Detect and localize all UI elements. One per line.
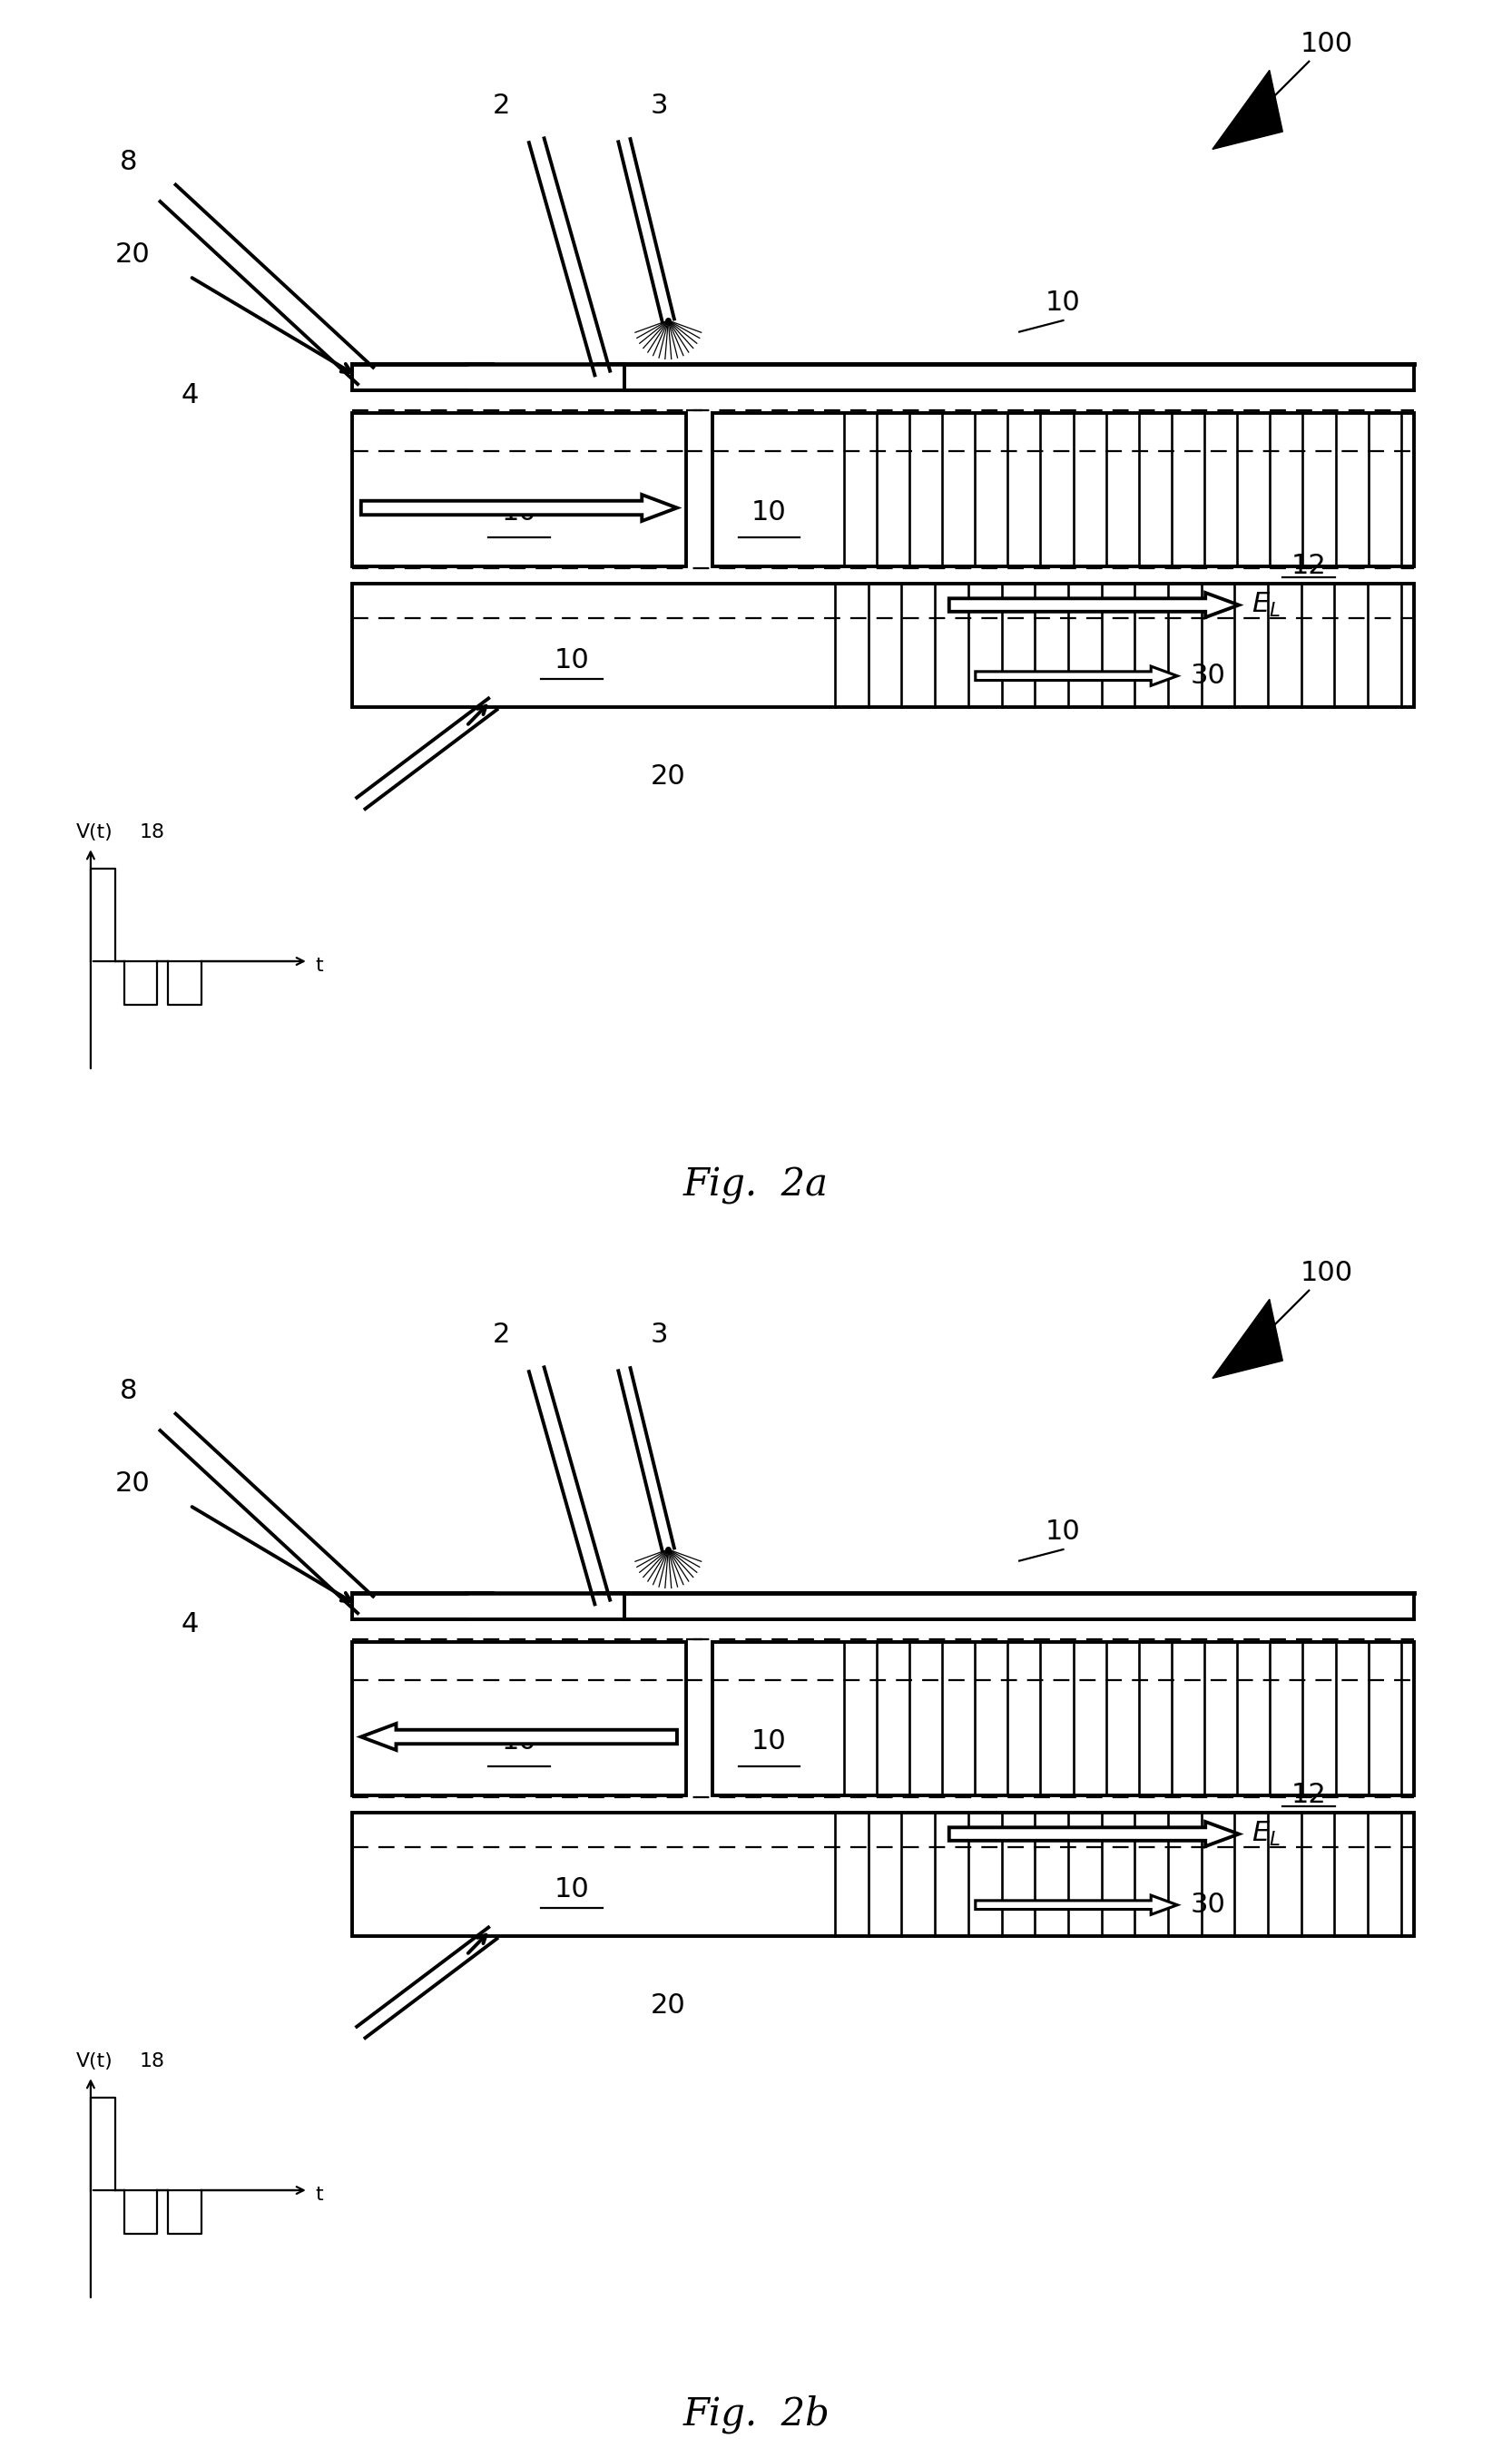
FancyArrow shape	[950, 592, 1238, 617]
Text: 8: 8	[119, 1379, 138, 1404]
Text: 2: 2	[493, 93, 510, 118]
Text: 10: 10	[751, 499, 786, 526]
Text: 10: 10	[751, 1728, 786, 1755]
Text: 10: 10	[1046, 1519, 1081, 1546]
Text: 100: 100	[1300, 1261, 1353, 1286]
Text: 12: 12	[1291, 1782, 1326, 1809]
Text: 3: 3	[650, 1322, 668, 1347]
Text: 4: 4	[181, 1610, 198, 1637]
Text: V(t): V(t)	[76, 2052, 113, 2070]
Text: 12: 12	[1291, 553, 1326, 580]
Text: 20: 20	[115, 1470, 150, 1497]
Text: 10: 10	[1046, 290, 1081, 317]
Bar	[352, 413, 686, 565]
Text: 30: 30	[1190, 664, 1226, 688]
FancyArrow shape	[950, 1821, 1238, 1846]
Bar	[712, 1642, 1414, 1794]
Text: $E_L$: $E_L$	[1252, 1819, 1281, 1848]
Text: 3: 3	[650, 93, 668, 118]
Text: 20: 20	[115, 241, 150, 268]
Text: 10: 10	[553, 1875, 590, 1902]
Text: 18: 18	[139, 823, 165, 841]
Text: t: t	[316, 956, 324, 976]
Bar	[712, 413, 1414, 565]
Bar	[352, 583, 1414, 708]
Text: Fig.  2a: Fig. 2a	[683, 1165, 829, 1204]
Text: 100: 100	[1300, 32, 1353, 57]
FancyArrow shape	[361, 494, 677, 521]
Text: 20: 20	[650, 1993, 686, 2018]
Text: 2: 2	[493, 1322, 510, 1347]
Bar	[352, 1814, 1414, 1937]
Text: 10: 10	[502, 499, 537, 526]
Text: V(t): V(t)	[76, 823, 113, 841]
Text: t: t	[316, 2185, 324, 2205]
FancyArrow shape	[361, 1723, 677, 1750]
Text: 10: 10	[502, 1728, 537, 1755]
Text: 10: 10	[553, 646, 590, 673]
Polygon shape	[1213, 71, 1282, 150]
FancyArrow shape	[975, 666, 1178, 686]
Text: 18: 18	[139, 2052, 165, 2070]
Text: 4: 4	[181, 381, 198, 408]
Bar	[352, 1642, 686, 1794]
Text: 8: 8	[119, 150, 138, 175]
Polygon shape	[1213, 1300, 1282, 1379]
FancyArrow shape	[975, 1895, 1178, 1915]
Text: $E_L$: $E_L$	[1252, 590, 1281, 619]
Text: 30: 30	[1190, 1893, 1226, 1917]
Text: 20: 20	[650, 764, 686, 789]
Text: Fig.  2b: Fig. 2b	[682, 2394, 830, 2433]
